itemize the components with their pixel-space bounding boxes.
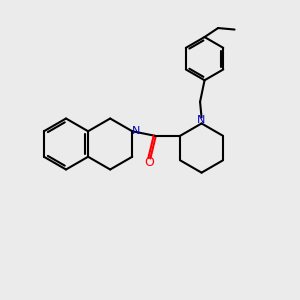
Text: O: O bbox=[144, 156, 154, 169]
Text: N: N bbox=[132, 126, 140, 136]
Text: N: N bbox=[197, 115, 206, 124]
